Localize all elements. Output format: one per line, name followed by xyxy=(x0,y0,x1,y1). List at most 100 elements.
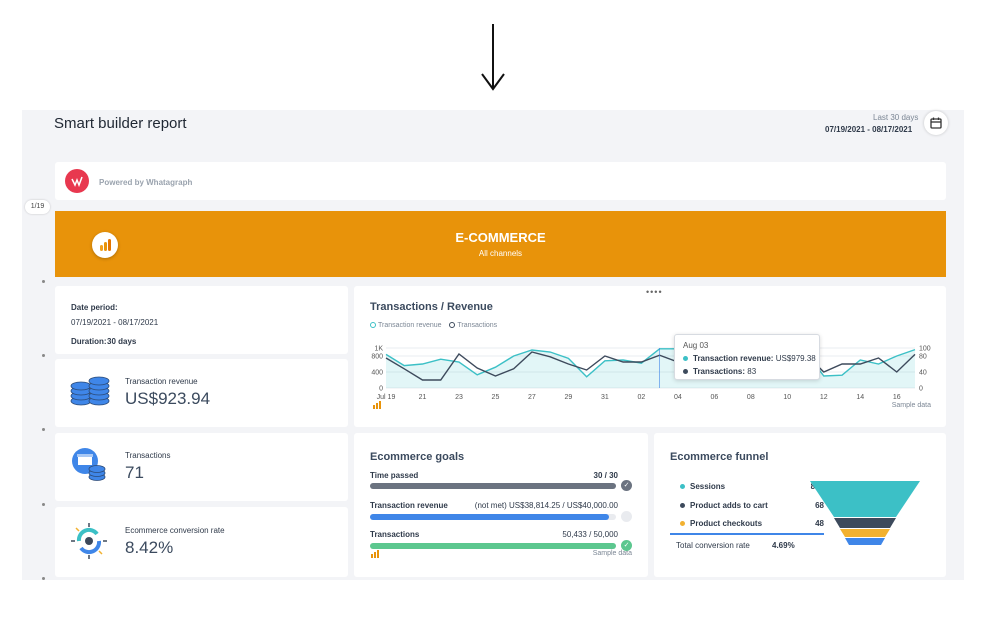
section-dot[interactable] xyxy=(42,354,45,357)
x-tick-label: 27 xyxy=(528,394,536,401)
y-right-tick-label: 80 xyxy=(919,354,927,361)
goal-label: Time passed xyxy=(370,471,419,480)
date-preset-label: Last 30 days xyxy=(873,113,919,122)
tooltip-revenue-label: Transaction revenue: xyxy=(693,354,774,363)
section-dot[interactable] xyxy=(42,280,45,283)
funnel-total-value: 4.69% xyxy=(772,541,795,550)
chart-title: Transactions / Revenue xyxy=(370,301,493,313)
down-arrow-icon xyxy=(481,24,505,91)
y-left-tick-label: 1K xyxy=(374,346,383,353)
legend-swatch-transactions xyxy=(449,322,456,329)
check-icon: ✓ xyxy=(621,480,632,491)
chart-legend: Transaction revenue Transactions xyxy=(370,322,497,329)
tooltip-transactions-value: 83 xyxy=(747,367,757,376)
x-tick-label: 14 xyxy=(856,394,864,401)
funnel-value: 48 xyxy=(815,519,824,528)
date-range: 07/19/2021 - 08/17/2021 xyxy=(825,125,913,134)
goals-sample-note: Sample data xyxy=(592,550,632,557)
powered-by-text: Powered by Whatagraph xyxy=(99,178,193,187)
tooltip-date: Aug 03 xyxy=(683,341,709,350)
goal-value: (not met) US$38,814.25 / US$40,000.00 xyxy=(474,501,618,510)
funnel-value: 68 xyxy=(815,501,824,510)
duration-label: Duration: xyxy=(71,337,107,346)
x-tick-label: 16 xyxy=(893,394,901,401)
coins-icon xyxy=(70,376,110,406)
revenue-line xyxy=(385,348,916,378)
funnel-label: Sessions xyxy=(690,482,726,491)
funnel-label: Product adds to cart xyxy=(690,501,768,510)
tooltip-transactions-label: Transactions: xyxy=(693,367,746,376)
x-tick-label: 08 xyxy=(747,394,755,401)
date-period-value: 07/19/2021 - 08/17/2021 xyxy=(71,318,159,327)
tooltip-dot-transactions xyxy=(683,369,688,375)
tooltip-revenue-row: Transaction revenue: US$979.38 xyxy=(683,354,816,363)
goal-bar-fill xyxy=(370,514,609,520)
revenue-area xyxy=(386,348,915,388)
y-right-tick-label: 40 xyxy=(919,370,927,377)
funnel-row: Sessions 810 xyxy=(680,482,824,491)
kpi-value: 8.42% xyxy=(125,538,174,557)
goal-value: 30 / 30 xyxy=(593,471,618,480)
tooltip-revenue-value: US$979.38 xyxy=(775,354,816,363)
goal-label: Transaction revenue xyxy=(370,501,448,510)
powered-by-card: Powered by Whatagraph xyxy=(55,162,946,200)
transactions-revenue-card: •••• Transactions / Revenue Transaction … xyxy=(354,286,946,427)
funnel-dot xyxy=(680,484,685,490)
y-left-tick-label: 400 xyxy=(371,370,383,377)
report-title: Smart builder report xyxy=(54,115,187,132)
funnel-row: Product adds to cart 68 xyxy=(680,501,824,510)
x-tick-label: 25 xyxy=(492,394,500,401)
page-indicator[interactable]: 1/19 xyxy=(25,200,50,214)
check-icon: ✓ xyxy=(621,540,632,551)
funnel-dot xyxy=(680,503,685,509)
calendar-icon xyxy=(930,117,942,129)
duration-value: 30 days xyxy=(107,337,137,346)
whatagraph-logo xyxy=(65,169,89,193)
transactions-line xyxy=(385,351,916,381)
conversion-cycle-icon xyxy=(71,523,107,559)
pending-status-icon xyxy=(621,511,632,522)
funnel-stage-checkouts xyxy=(840,529,890,537)
x-tick-label: 12 xyxy=(820,394,828,401)
x-tick-label: 29 xyxy=(565,394,573,401)
kpi-label: Ecommerce conversion rate xyxy=(125,526,225,535)
kpi-label: Transaction revenue xyxy=(125,377,198,386)
whatagraph-logo-icon xyxy=(71,176,83,188)
funnel-divider xyxy=(670,533,824,535)
funnel-title: Ecommerce funnel xyxy=(670,451,769,463)
tooltip-transactions-row: Transactions: 83 xyxy=(683,367,756,376)
funnel-stage-conversion xyxy=(845,538,885,545)
kpi-value: US$923.94 xyxy=(125,389,211,408)
x-tick-label: 10 xyxy=(783,394,791,401)
y-left-tick-label: 800 xyxy=(371,354,383,361)
x-tick-label: 04 xyxy=(674,394,682,401)
kpi-card-revenue: Transaction revenue US$923.94 xyxy=(55,359,348,427)
calendar-button[interactable] xyxy=(924,111,948,135)
analytics-small-icon xyxy=(371,550,379,558)
goal-bar-fill xyxy=(370,483,616,489)
analytics-icon xyxy=(92,232,118,258)
section-dot[interactable] xyxy=(42,428,45,431)
x-tick-label: 21 xyxy=(419,394,427,401)
funnel-row: Product checkouts 48 xyxy=(680,519,824,528)
goal-bar-fill xyxy=(370,543,616,549)
tooltip-dot-revenue xyxy=(683,356,688,362)
section-dot[interactable] xyxy=(42,577,45,580)
kpi-card-conversion: Ecommerce conversion rate 8.42% xyxy=(55,507,348,577)
drag-handle[interactable]: •••• xyxy=(646,287,663,297)
funnel-label: Product checkouts xyxy=(690,519,763,528)
funnel-stage-adds xyxy=(834,518,896,528)
ecommerce-banner: E-COMMERCE All channels xyxy=(55,211,946,277)
section-dot[interactable] xyxy=(42,503,45,506)
date-period-card: Date period: 07/19/2021 - 08/17/2021 Dur… xyxy=(55,286,348,354)
legend-label-transactions: Transactions xyxy=(457,322,498,329)
analytics-small-icon xyxy=(373,401,381,409)
chart-tooltip: Aug 03 Transaction revenue: US$979.38 Tr… xyxy=(674,334,820,380)
goal-label: Transactions xyxy=(370,530,420,539)
x-tick-label: 06 xyxy=(710,394,718,401)
banner-title: E-COMMERCE xyxy=(455,230,546,245)
ecommerce-goals-card: Ecommerce goals Time passed 30 / 30 ✓ Tr… xyxy=(354,433,648,577)
shop-coins-icon xyxy=(72,448,106,481)
funnel-dot xyxy=(680,521,685,527)
